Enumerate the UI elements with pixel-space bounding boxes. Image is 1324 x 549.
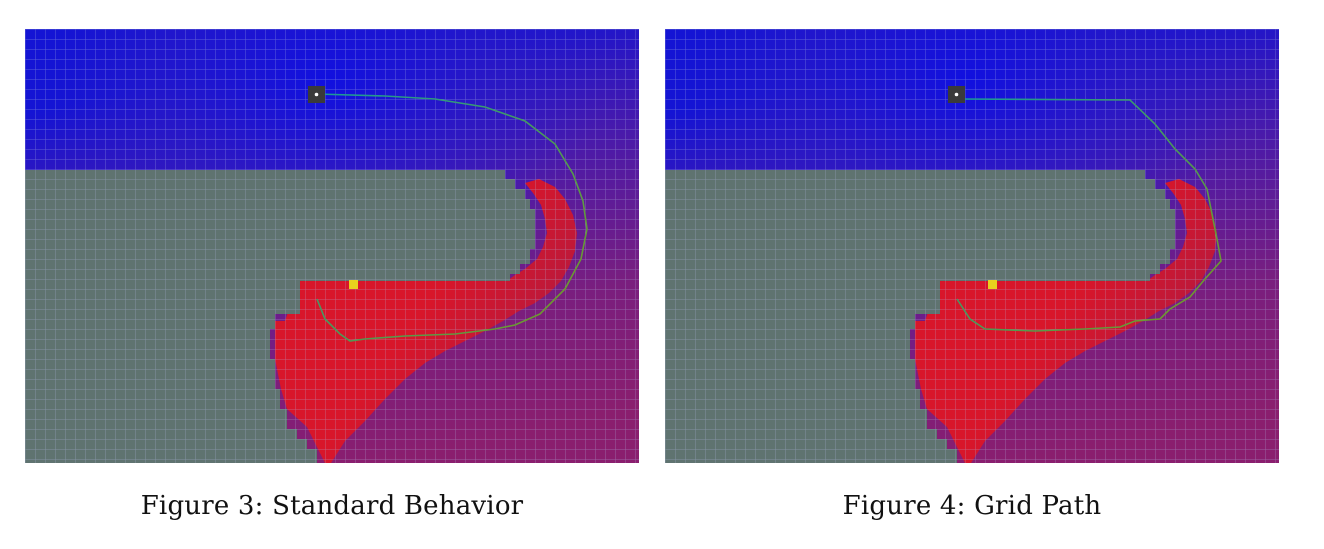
grid-overlay bbox=[25, 29, 639, 463]
goal-marker bbox=[988, 280, 997, 289]
planned-path bbox=[316, 93, 588, 342]
figure-3 bbox=[25, 29, 639, 463]
goal-marker bbox=[349, 280, 358, 289]
figure-4-plot bbox=[665, 29, 1279, 463]
figure-4-title: Grid Path bbox=[974, 491, 1102, 521]
figure-4-label: Figure 4: bbox=[842, 491, 966, 521]
start-point-icon bbox=[314, 92, 319, 97]
figure-4 bbox=[665, 29, 1279, 463]
figure-3-plot bbox=[25, 29, 639, 463]
figure-3-title: Standard Behavior bbox=[272, 491, 524, 521]
figure-3-caption: Figure 3: Standard Behavior bbox=[25, 491, 639, 521]
grid-overlay bbox=[665, 29, 1279, 463]
figure-3-label: Figure 3: bbox=[140, 491, 264, 521]
planned-path bbox=[955, 98, 1222, 332]
start-point-icon bbox=[954, 92, 959, 97]
figure-4-caption: Figure 4: Grid Path bbox=[665, 491, 1279, 521]
